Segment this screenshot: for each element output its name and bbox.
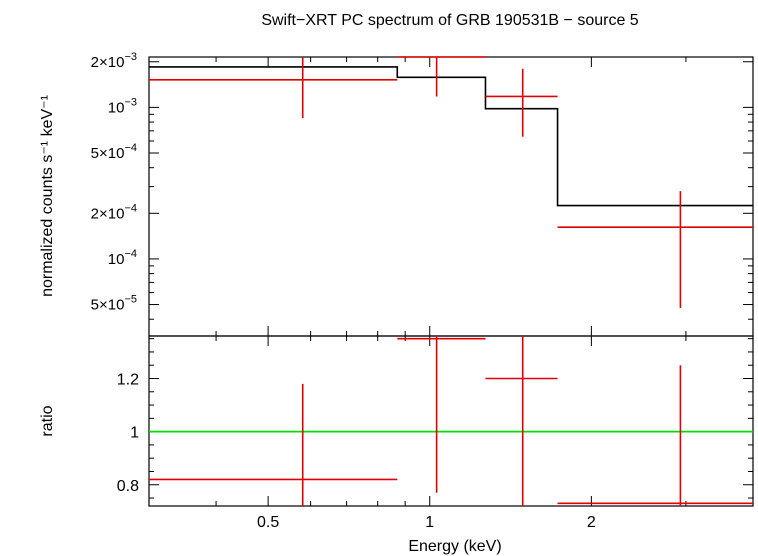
spectrum-y-tick-label: 2×10−4 [91, 202, 137, 222]
spectrum-plot-frame [148, 56, 754, 337]
ratio-y-tick-label: 1.2 [117, 372, 139, 389]
spectrum-y-tick-label: 5×10−5 [91, 294, 137, 314]
spectrum-panel: 2×10−3 10−3 5×10−4 2×10−4 10−4 5×10−5 [91, 51, 754, 337]
spectrum-y-tick-label: 2×10−3 [91, 51, 137, 71]
ratio-panel: 0.5 1 2 1.2 1 0.8 [117, 335, 754, 531]
x-tick-label: 2 [587, 514, 596, 531]
ratio-data-point [397, 336, 486, 493]
model-step-line [149, 66, 753, 207]
ratio-plot-frame [148, 335, 754, 507]
ratio-y-axis-label: ratio [39, 405, 56, 436]
x-tick-label: 1 [425, 514, 434, 531]
x-axis-label: Energy (keV) [408, 538, 501, 555]
x-tick-label: 0.5 [257, 514, 279, 531]
ratio-y-tick-label: 0.8 [117, 478, 139, 495]
spectrum-data-point [397, 56, 486, 97]
spectrum-data-point [485, 68, 558, 137]
ratio-y-tick-label: 1 [130, 425, 139, 442]
spectrum-y-tick-label: 10−4 [108, 248, 137, 268]
ratio-data-point [485, 336, 558, 506]
spectrum-y-tick-label: 10−3 [108, 96, 137, 116]
spectrum-y-tick-label: 5×10−4 [91, 142, 137, 162]
spectrum-y-axis-label: normalized counts s⁻¹ keV⁻¹ [39, 95, 56, 297]
ratio-data-point [149, 383, 398, 506]
spectrum-data-point [149, 57, 398, 119]
ratio-data-point [557, 365, 753, 506]
spectrum-data-point [557, 191, 753, 308]
chart-title: Swift−XRT PC spectrum of GRB 190531B − s… [261, 12, 638, 29]
